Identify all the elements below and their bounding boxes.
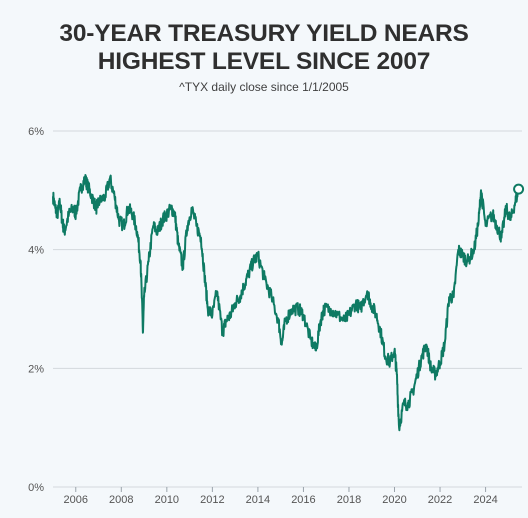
x-tick-label: 2016 (291, 494, 315, 506)
x-tick-label: 2014 (246, 494, 270, 506)
series-line-tyx (52, 174, 520, 432)
y-axis-labels: 0% 2% 4% 6% (28, 126, 44, 494)
y-tick-label: 2% (28, 363, 44, 375)
chart-title: 30-YEAR TREASURY YIELD NEARS HIGHEST LEV… (0, 20, 528, 76)
y-tick-label: 6% (28, 126, 44, 138)
x-tick-label: 2018 (337, 494, 361, 506)
x-tick-label: 2020 (382, 494, 406, 506)
x-tick-label: 2022 (428, 494, 452, 506)
x-axis-labels: 2006 2008 2010 2012 2014 2016 2018 2020 2022 2024 (64, 487, 498, 506)
chart-title-line-2: HIGHEST LEVEL SINCE 2007 (97, 48, 431, 75)
series-layer (52, 174, 525, 432)
x-tick-label: 2010 (155, 494, 179, 506)
chart-title-line-1: 30-YEAR TREASURY YIELD NEARS (59, 20, 469, 47)
x-tick-label: 2012 (200, 494, 224, 506)
x-tick-label: 2006 (64, 494, 88, 506)
chart-subtitle: ^TYX daily close since 1/1/2005 (179, 80, 349, 94)
x-tick-label: 2024 (473, 494, 497, 506)
y-tick-label: 0% (28, 482, 44, 494)
grid-layer (53, 130, 522, 488)
endpoint-marker (513, 183, 525, 195)
x-tick-label: 2008 (109, 494, 133, 506)
y-tick-label: 4% (28, 245, 44, 257)
